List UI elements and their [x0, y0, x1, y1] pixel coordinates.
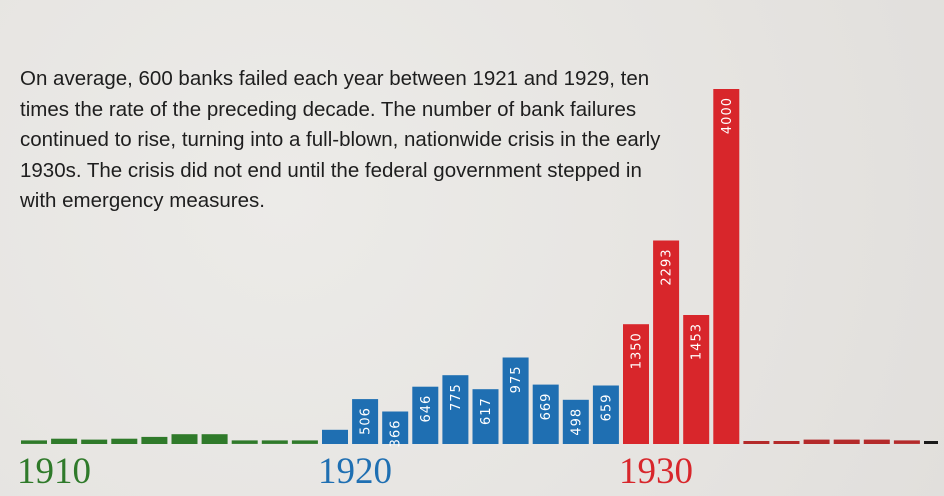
bar-1932	[683, 315, 710, 444]
description-text: On average, 600 banks failed each year b…	[20, 67, 661, 212]
bar-label-1931: 2293	[660, 249, 675, 286]
bar-label-1922: 366	[389, 420, 404, 448]
bar-label-1932: 1453	[690, 323, 705, 360]
decade-label-1920: 1920	[318, 451, 392, 492]
bar-1917	[231, 440, 258, 444]
bar-label-1933: 4000	[720, 97, 735, 134]
bar-1930	[623, 324, 649, 444]
bar-1923	[412, 386, 439, 444]
bar-1939	[893, 440, 920, 444]
bar-1926	[502, 357, 529, 444]
bar-1934	[743, 441, 770, 444]
bar-1911	[51, 438, 78, 444]
bar-1927	[532, 384, 559, 444]
bar-1921	[352, 399, 379, 444]
bar-label-1930: 1350	[630, 332, 645, 369]
bar-label-1929: 659	[599, 394, 614, 422]
bar-label-1928: 498	[569, 408, 584, 436]
bar-label-1923: 646	[419, 395, 434, 423]
bar-label-1924: 775	[449, 383, 464, 411]
bar-1918	[261, 440, 288, 444]
bar-1920	[322, 429, 348, 444]
decade-label-1930: 1930	[619, 451, 693, 492]
bar-1928	[562, 399, 589, 444]
bar-label-1926: 975	[509, 366, 524, 394]
bar-1924	[442, 375, 469, 444]
bar-1925	[472, 389, 499, 444]
bar-1910	[21, 440, 47, 444]
bar-1922	[382, 411, 409, 444]
bar-1916	[201, 434, 228, 444]
bar-1938	[863, 439, 890, 444]
bar-1937	[833, 439, 860, 444]
decade-label-1910: 1910	[17, 451, 91, 492]
bar-1929	[592, 385, 619, 444]
bar-1940	[924, 441, 938, 444]
bar-1919	[291, 440, 318, 444]
bar-1915	[171, 434, 198, 444]
bar-label-1927: 669	[539, 393, 554, 421]
bar-label-1925: 617	[479, 397, 494, 425]
bar-1935	[773, 441, 800, 444]
bar-1933	[713, 89, 740, 444]
bar-1936	[803, 439, 830, 444]
bar-label-1921: 506	[359, 407, 374, 435]
bar-1914	[141, 436, 168, 444]
bar-1913	[111, 438, 138, 444]
bar-1931	[653, 240, 680, 444]
bar-1912	[81, 439, 108, 444]
